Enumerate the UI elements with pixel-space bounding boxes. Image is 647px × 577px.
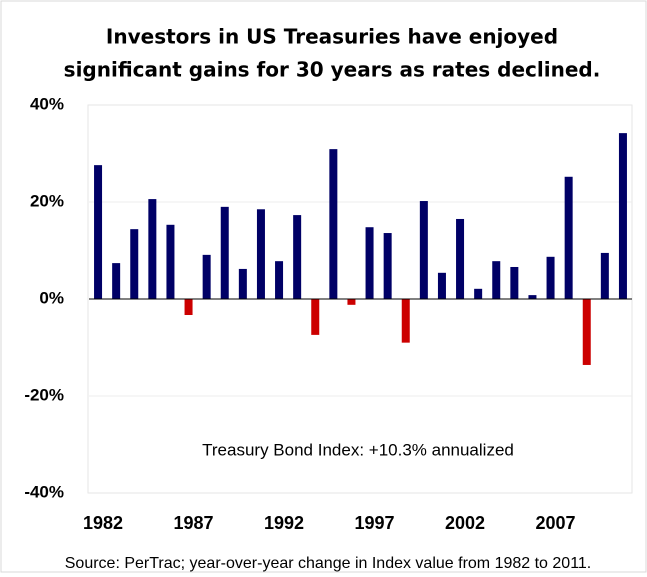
bar [401,299,410,343]
bar [618,133,627,299]
bar [94,165,103,299]
y-tick-label: 20% [30,191,64,210]
y-tick-label: -40% [24,482,64,501]
source-note: Source: PerTrac; year-over-year change i… [65,555,592,572]
x-tick-label: 1997 [355,513,395,533]
bar [184,299,193,316]
bar [546,256,555,299]
bar [311,299,320,335]
x-tick-label: 1987 [174,513,214,533]
bar [347,299,356,305]
chart-title: significant gains for 30 years as rates … [64,58,601,82]
bar [365,227,374,299]
bar [220,206,229,299]
bar [148,199,157,299]
bar [437,272,446,299]
y-tick-label: 0% [39,288,64,307]
y-tick-label: -20% [24,385,64,404]
bar [293,215,302,299]
bar [238,268,247,299]
x-tick-label: 1992 [264,513,304,533]
x-tick-label: 2007 [536,513,576,533]
bar [474,288,483,299]
bar [166,224,175,299]
bar [582,299,591,365]
bar [112,263,121,299]
x-tick-label: 1982 [83,513,123,533]
bar [256,209,265,299]
bar [202,254,211,299]
bar [492,261,501,299]
bar [383,233,392,299]
chart-title: Investors in US Treasuries have enjoyed [106,25,558,49]
bar [275,261,284,299]
y-tick-label: 40% [30,94,64,113]
bar [130,229,139,299]
bar [528,295,537,299]
bar [510,266,519,299]
bar [456,218,465,299]
bar [600,252,609,299]
x-tick-label: 2002 [445,513,485,533]
bar [564,176,573,299]
annotation: Treasury Bond Index: +10.3% annualized [202,440,514,459]
bar [419,201,428,299]
bar [329,149,338,299]
